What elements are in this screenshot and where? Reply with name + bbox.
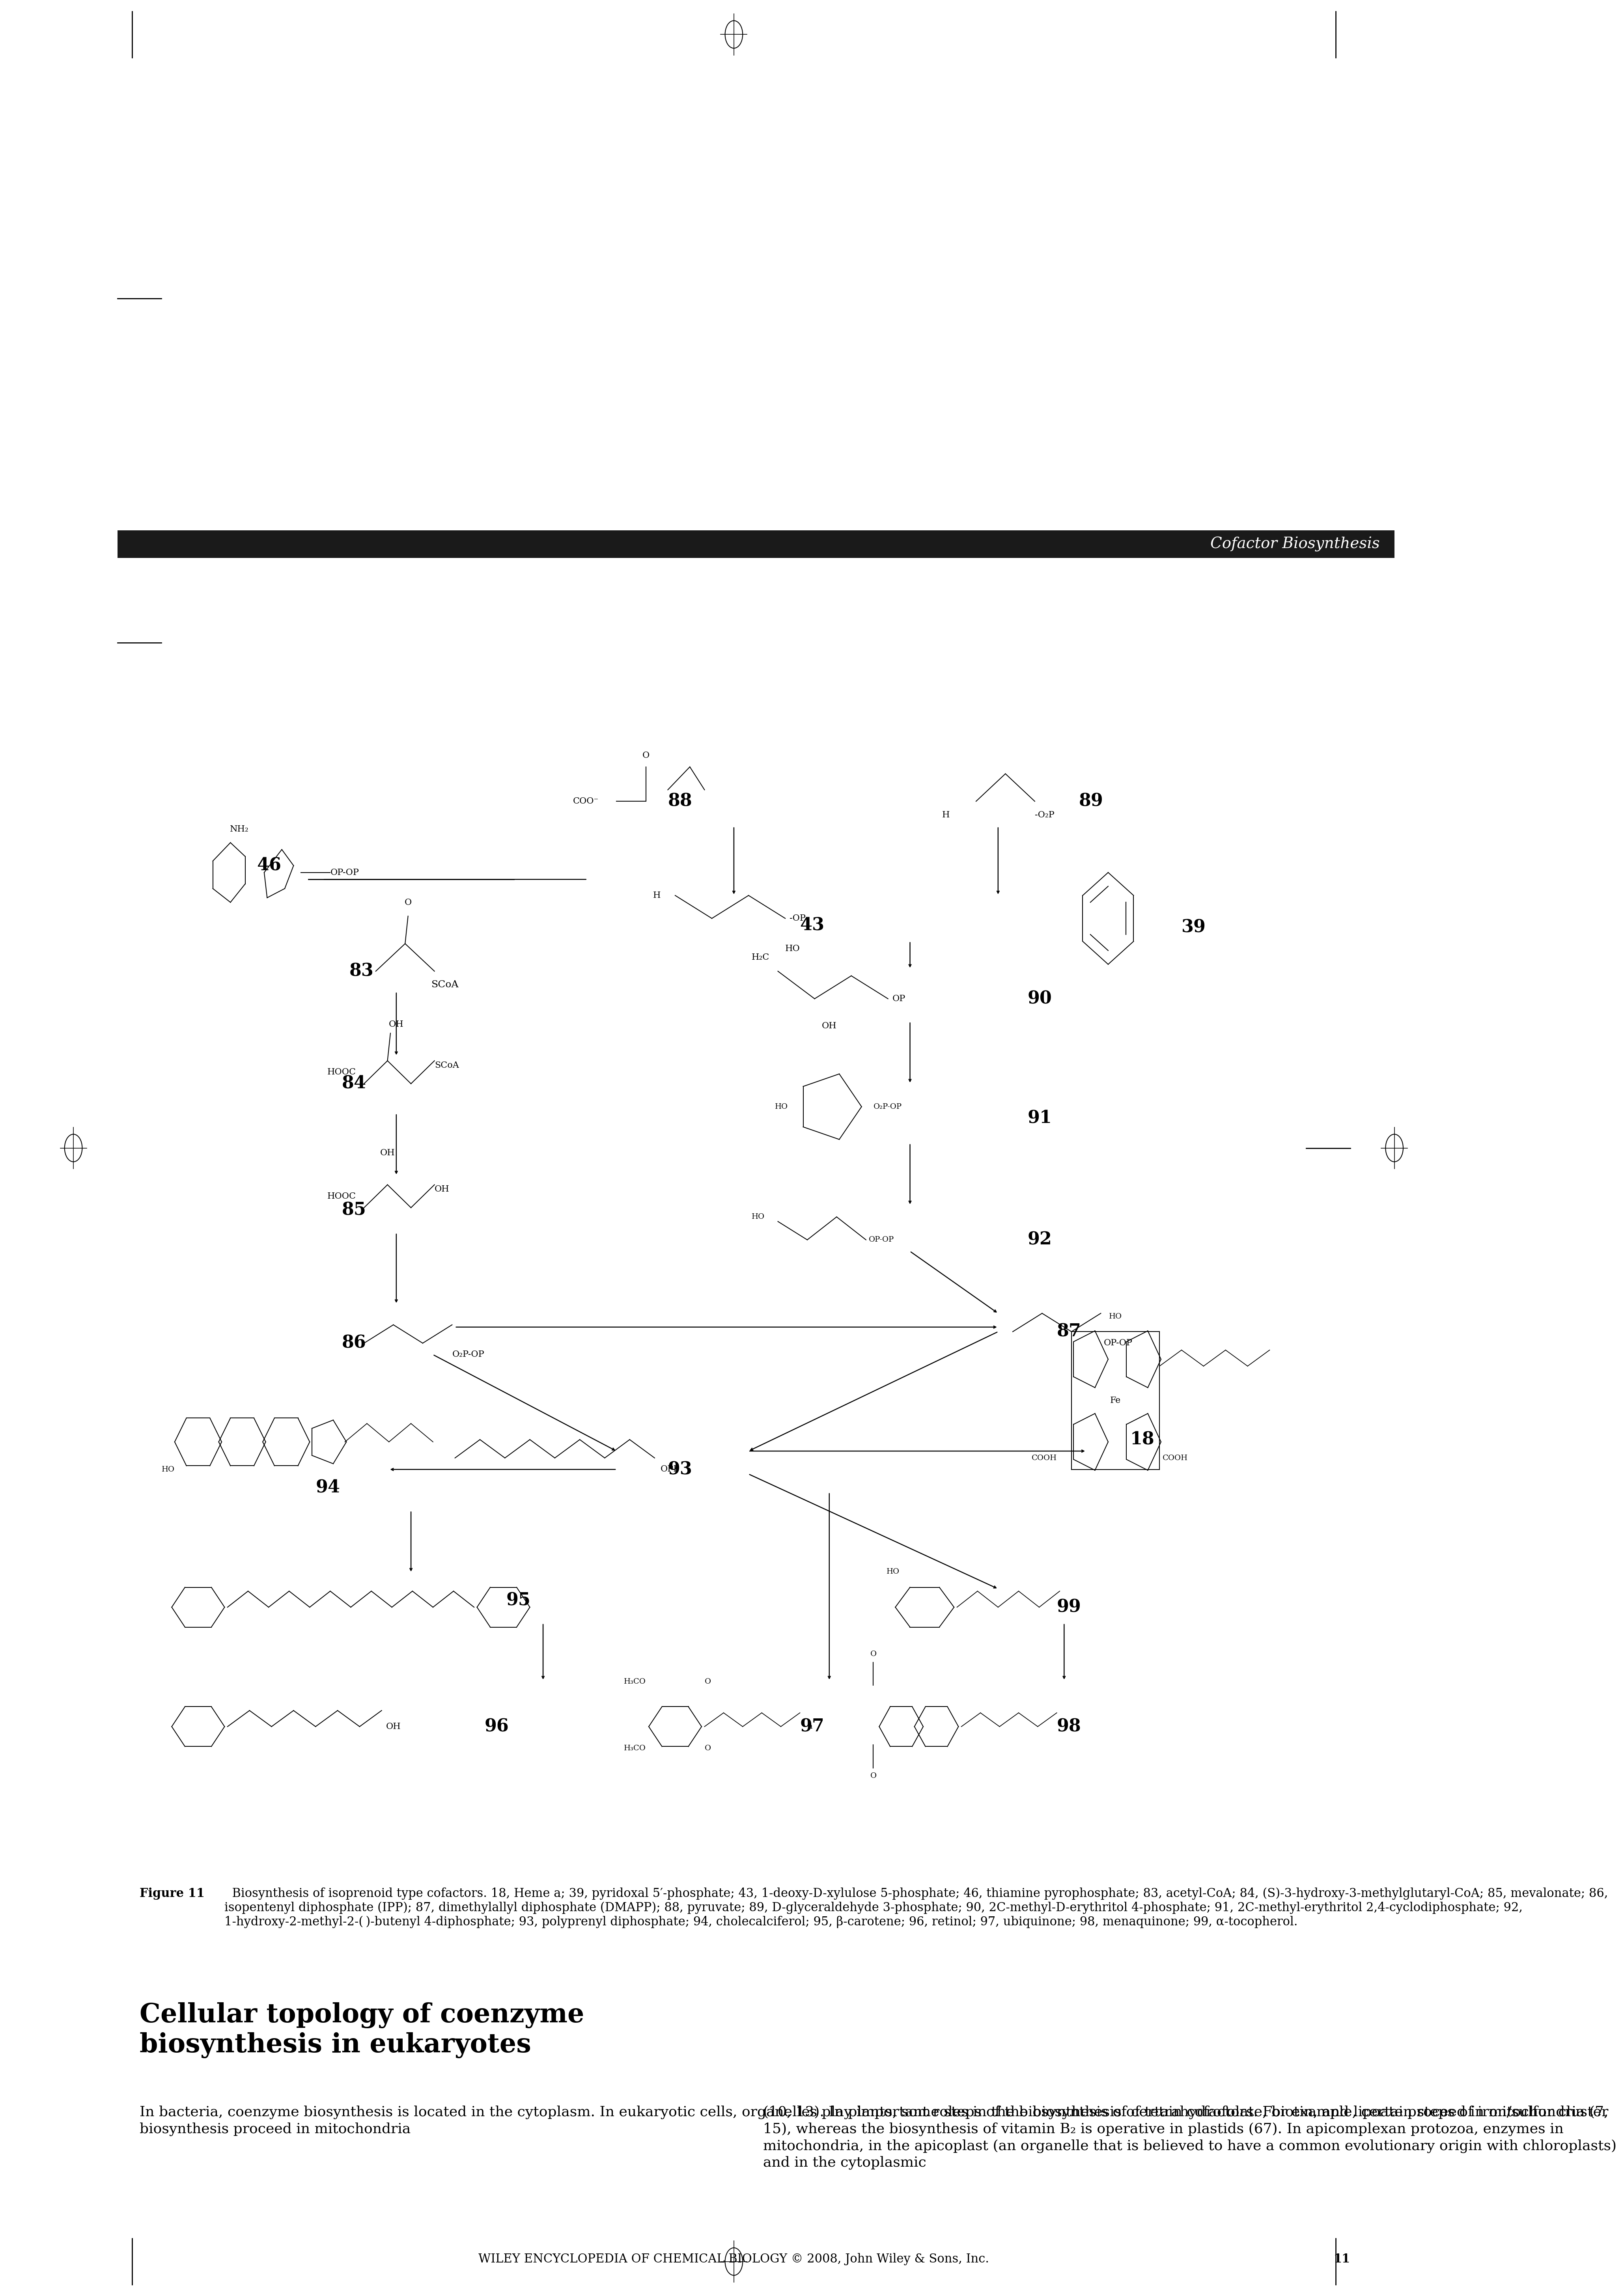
Text: 86: 86 [343, 1334, 367, 1352]
Text: OPP: OPP [661, 1465, 679, 1474]
Text: 95: 95 [507, 1591, 531, 1609]
Text: COO⁻: COO⁻ [573, 797, 599, 806]
Text: COOH: COOH [1163, 1453, 1187, 1463]
Text: H₃CO: H₃CO [624, 1678, 646, 1685]
Text: O: O [870, 1651, 877, 1658]
Text: HOOC: HOOC [328, 1068, 356, 1077]
Text: Cofactor Biosynthesis: Cofactor Biosynthesis [1210, 537, 1380, 551]
Text: HO: HO [162, 1465, 175, 1474]
Text: HO: HO [786, 944, 801, 953]
Text: OP: OP [892, 994, 906, 1003]
Text: OH: OH [387, 1722, 401, 1731]
Text: 98: 98 [1057, 1717, 1082, 1736]
Text: HO: HO [887, 1568, 900, 1575]
Text: O: O [705, 1678, 711, 1685]
Text: 85: 85 [343, 1201, 367, 1219]
Text: 90: 90 [1028, 990, 1052, 1008]
Text: OH: OH [388, 1019, 404, 1029]
Text: OH: OH [380, 1148, 395, 1157]
Text: 46: 46 [257, 856, 281, 875]
Text: OP-OP: OP-OP [330, 868, 359, 877]
Text: HO: HO [1109, 1313, 1122, 1320]
Text: n: n [807, 1722, 812, 1731]
Text: OP-OP: OP-OP [869, 1235, 895, 1244]
Text: O: O [870, 1773, 877, 1779]
Bar [117, 530, 1395, 558]
Text: O: O [641, 751, 650, 760]
Text: 91: 91 [1028, 1109, 1052, 1127]
Text: 84: 84 [343, 1075, 367, 1093]
Text: 87: 87 [1057, 1322, 1082, 1341]
Text: 97: 97 [801, 1717, 825, 1736]
Text: H₃CO: H₃CO [624, 1745, 646, 1752]
Text: H: H [942, 810, 950, 820]
Text: 39: 39 [1182, 918, 1207, 937]
Text: 96: 96 [484, 1717, 508, 1736]
Text: 11: 11 [1333, 2252, 1350, 2266]
Text: 88: 88 [667, 792, 692, 810]
Text: O: O [404, 898, 411, 907]
Text: Figure 11: Figure 11 [140, 1887, 205, 1899]
Text: Fe: Fe [1111, 1396, 1121, 1405]
Text: SCoA: SCoA [432, 980, 460, 990]
Text: O₂P-OP: O₂P-OP [874, 1102, 901, 1111]
Text: O: O [705, 1745, 711, 1752]
Text: -O₂P: -O₂P [1034, 810, 1054, 820]
Text: In bacteria, coenzyme biosynthesis is located in the cytoplasm. In eukaryotic ce: In bacteria, coenzyme biosynthesis is lo… [140, 2105, 1608, 2135]
Text: (10, 13). In plants, some steps of the biosynthesis of tetrahydrofolate, biotin,: (10, 13). In plants, some steps of the b… [763, 2105, 1616, 2170]
Text: COOH: COOH [1031, 1453, 1057, 1463]
Text: 99: 99 [1057, 1598, 1082, 1616]
Text: Biosynthesis of isoprenoid type cofactors. 18, Heme a; 39, pyridoxal 5′-phosphat: Biosynthesis of isoprenoid type cofactor… [224, 1887, 1608, 1929]
Text: Cellular topology of coenzyme
biosynthesis in eukaryotes: Cellular topology of coenzyme biosynthes… [140, 2002, 585, 2057]
Text: 92: 92 [1028, 1231, 1052, 1249]
Text: OP-OP: OP-OP [1104, 1339, 1132, 1348]
Text: -OP: -OP [789, 914, 806, 923]
Text: 93: 93 [667, 1460, 692, 1479]
Text: NH₂: NH₂ [231, 824, 248, 833]
Text: OH: OH [822, 1022, 836, 1031]
Text: 18: 18 [1130, 1430, 1155, 1449]
Text: OH: OH [435, 1185, 450, 1194]
Text: HO: HO [752, 1212, 765, 1221]
Text: HO: HO [775, 1102, 788, 1111]
Text: O₂P-OP: O₂P-OP [451, 1350, 484, 1359]
Text: HOOC: HOOC [328, 1192, 356, 1201]
Text: 83: 83 [349, 962, 374, 980]
Text: WILEY ENCYCLOPEDIA OF CHEMICAL BIOLOGY © 2008, John Wiley & Sons, Inc.: WILEY ENCYCLOPEDIA OF CHEMICAL BIOLOGY ©… [479, 2252, 989, 2266]
Text: H₂C: H₂C [752, 953, 770, 962]
Text: SCoA: SCoA [435, 1061, 460, 1070]
Text: 43: 43 [801, 916, 825, 934]
Text: 94: 94 [315, 1479, 339, 1497]
Text: 89: 89 [1078, 792, 1103, 810]
Text: H: H [653, 891, 661, 900]
